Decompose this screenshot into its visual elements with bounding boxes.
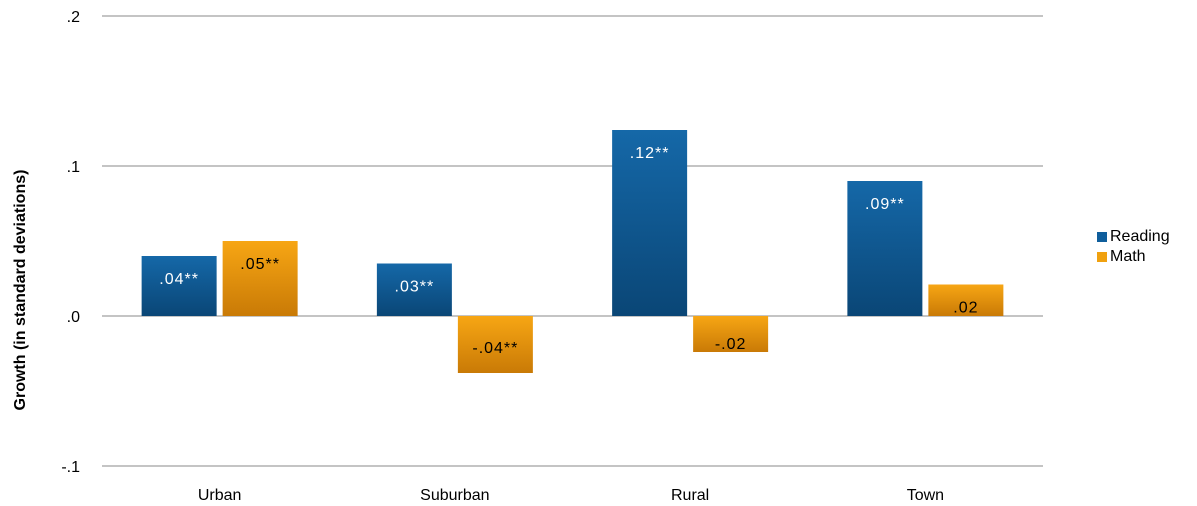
x-tick-label: Rural: [671, 487, 709, 504]
data-label-reading: .09**: [865, 196, 905, 213]
legend-swatch-math: [1097, 252, 1107, 262]
legend-label-reading: Reading: [1110, 228, 1170, 245]
x-axis-ticks: Urban Suburban Rural Town: [198, 487, 944, 504]
y-tick-label: .2: [67, 9, 80, 26]
data-label-math: -.04**: [472, 340, 518, 357]
data-labels: .04** .05** .03** -.04** .12** -.02 .09** .02: [159, 145, 978, 357]
legend-item-math: Math: [1097, 247, 1170, 267]
data-label-math: .02: [953, 300, 978, 317]
data-label-reading: .12**: [630, 145, 670, 162]
x-tick-label: Town: [907, 487, 944, 504]
x-tick-label: Suburban: [420, 487, 489, 504]
legend-swatch-reading: [1097, 232, 1107, 242]
bar-reading-urban: [141, 256, 217, 316]
bar-math-rural: [693, 316, 769, 352]
data-label-math: .05**: [240, 256, 280, 273]
legend-item-reading: Reading: [1097, 227, 1170, 247]
x-tick-label: Urban: [198, 487, 242, 504]
legend: Reading Math: [1097, 227, 1170, 267]
y-tick-label: .1: [67, 159, 80, 176]
bar-reading-rural: [612, 130, 688, 316]
bar-math-urban: [222, 241, 298, 316]
y-tick-label: -.1: [61, 459, 80, 476]
bars: [141, 130, 1004, 373]
y-axis-ticks: -.1 .0 .1 .2: [61, 9, 80, 476]
bar-reading-suburban: [376, 263, 452, 316]
bar-math-town: [928, 284, 1004, 316]
bar-reading-town: [847, 181, 923, 316]
legend-label-math: Math: [1110, 248, 1146, 265]
data-label-reading: .03**: [395, 279, 435, 296]
bar-math-suburban: [457, 316, 533, 373]
y-tick-label: .0: [67, 309, 80, 326]
y-axis-label: Growth (in standard deviations): [12, 170, 29, 411]
data-label-math: -.02: [715, 336, 747, 353]
data-label-reading: .04**: [159, 271, 199, 288]
